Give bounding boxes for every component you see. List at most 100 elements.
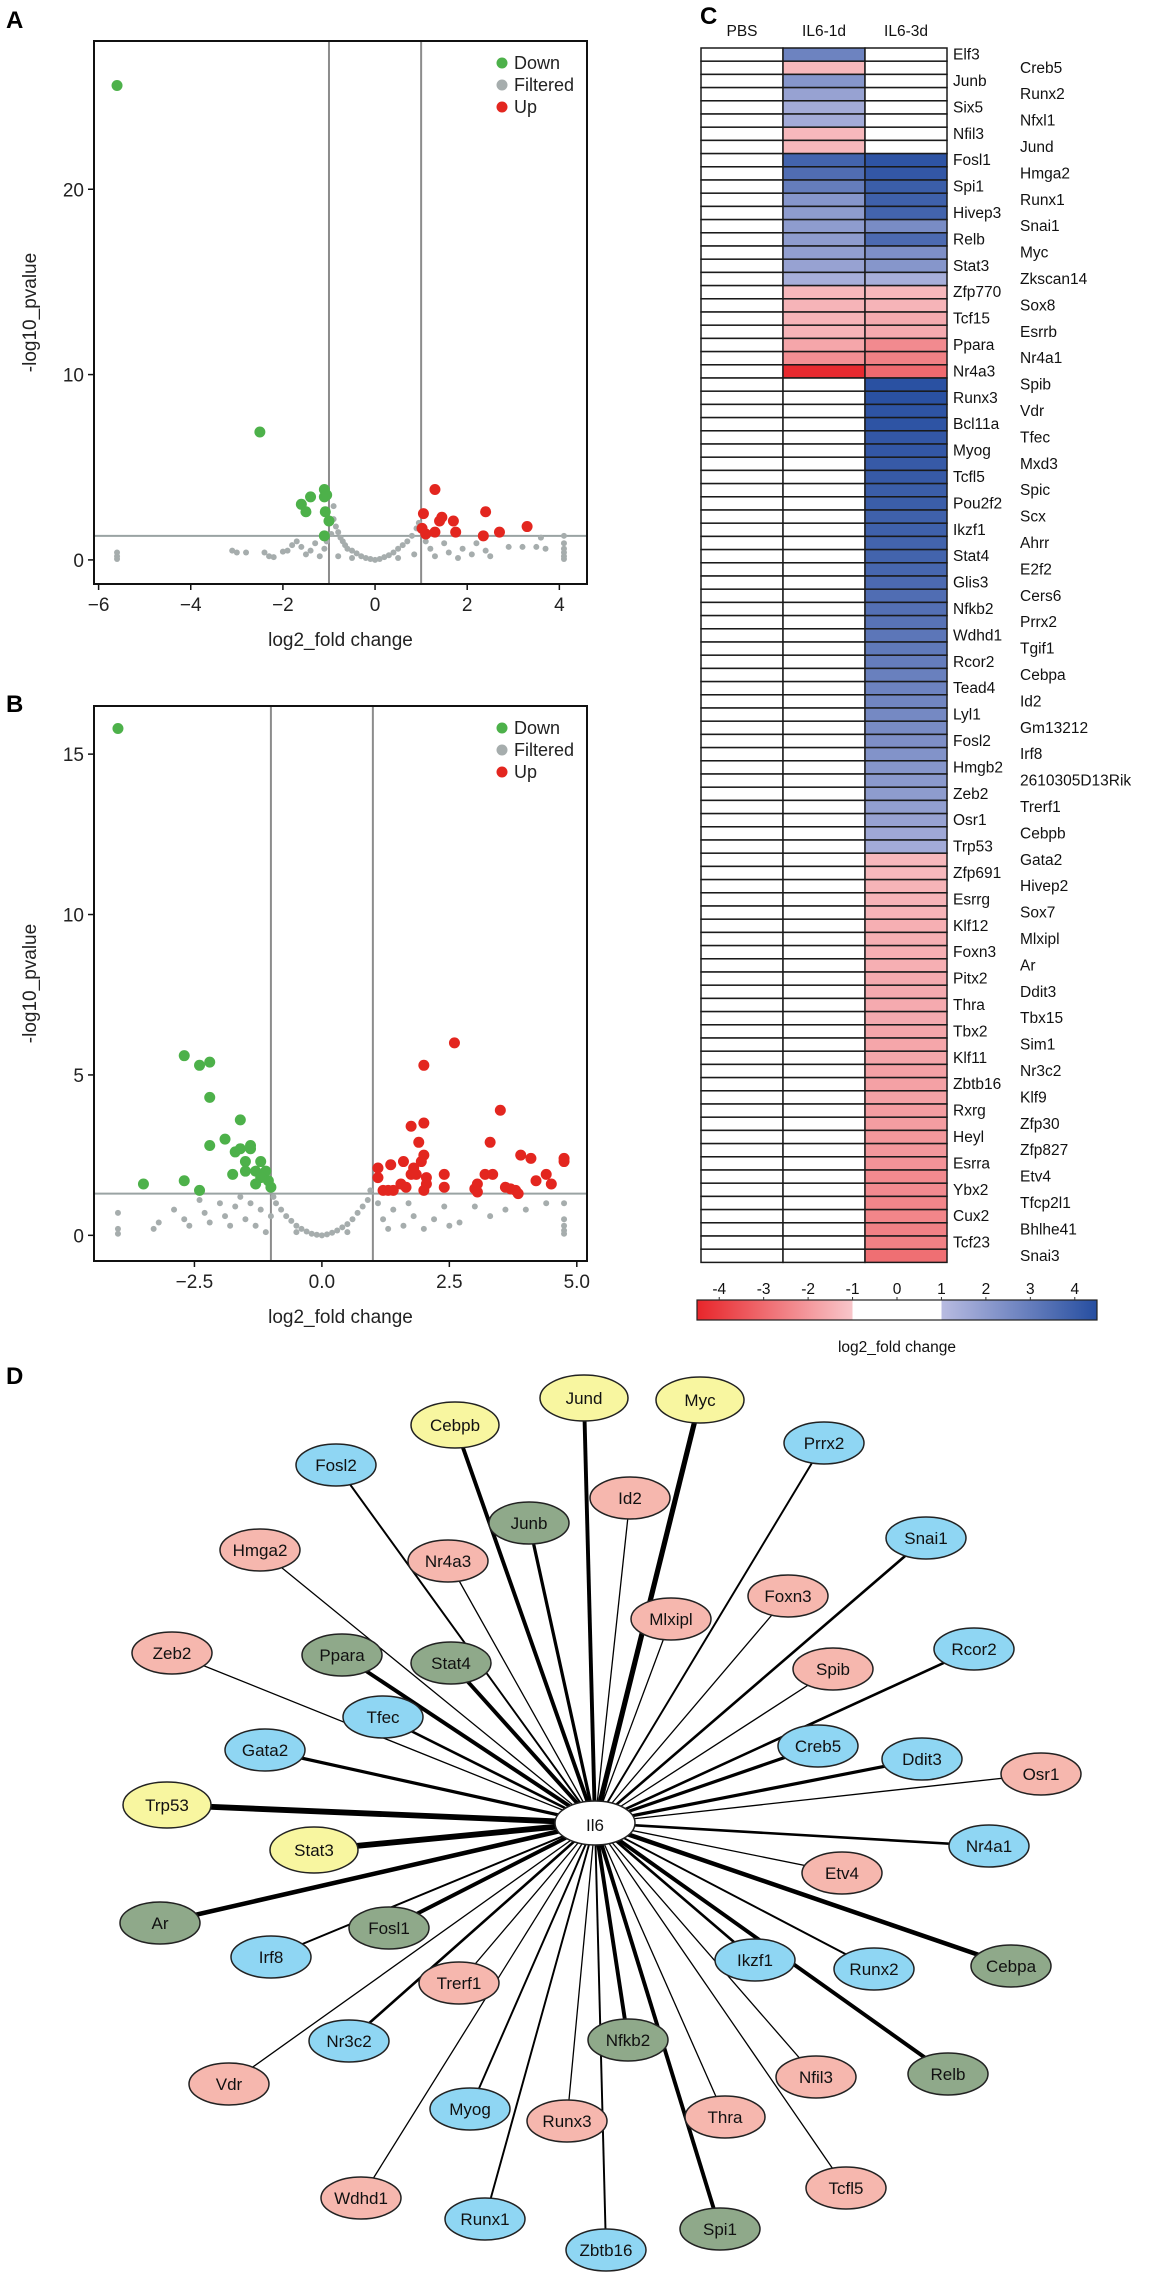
heatmap-cell: [864, 284, 948, 300]
point-up: [372, 1162, 384, 1174]
heatmap-cell: [700, 720, 784, 736]
heatmap-cell: [782, 892, 866, 907]
point-down: [250, 1178, 262, 1190]
heatmap-cell: [864, 878, 948, 894]
column-header: IL6-1d: [802, 23, 846, 40]
heatmap-cell: [782, 100, 866, 115]
heatmap-cell: [782, 86, 866, 102]
heatmap-cell: [700, 364, 784, 379]
heatmap-cell: [864, 931, 948, 947]
point-filtered: [359, 1203, 366, 1210]
node-label: Hmga2: [233, 1541, 288, 1560]
node-ellipse: [444, 2197, 526, 2241]
y-axis-label: -log10_pvalue: [20, 253, 41, 372]
point-filtered: [229, 547, 236, 554]
heatmap-cell: [700, 1103, 784, 1118]
node-label: Il6: [586, 1816, 604, 1835]
heatmap-cell: [700, 733, 784, 749]
heatmap-cell: [700, 1142, 784, 1158]
point-down: [178, 1175, 190, 1187]
heatmap-cell: [782, 1182, 866, 1198]
point-filtered: [358, 553, 365, 560]
x-axis-label: log2_fold change: [268, 630, 413, 651]
heatmap-cell: [700, 113, 784, 128]
heatmap-cell: [782, 271, 866, 287]
point-filtered: [303, 1228, 310, 1235]
point-up: [420, 528, 432, 540]
node-irf8: Irf8: [230, 1935, 312, 1979]
node-label: Nfkb2: [606, 2031, 650, 2050]
row-label: Runx1: [1020, 192, 1065, 209]
point-down: [265, 1181, 277, 1193]
node-label: Stat3: [294, 1841, 334, 1860]
heatmap-cell: [700, 456, 784, 472]
heatmap-cell: [864, 139, 948, 155]
point-filtered: [242, 1216, 249, 1223]
point-filtered: [216, 1200, 223, 1207]
heatmap-cell: [864, 905, 948, 920]
point-up: [418, 1059, 430, 1071]
heatmap-cell: [700, 430, 784, 445]
point-filtered: [283, 1213, 290, 1220]
row-label: Nr4a1: [1020, 350, 1062, 367]
colorbar-tick-label: -1: [846, 1281, 860, 1298]
edge-vdr: [228, 1822, 596, 2085]
point-up: [484, 1136, 496, 1148]
point-filtered: [533, 543, 540, 550]
point-down: [300, 506, 312, 518]
heatmap-cell: [782, 944, 866, 960]
heatmap-cell: [782, 324, 866, 340]
heatmap-cell: [864, 944, 948, 960]
heatmap-cell: [782, 350, 866, 366]
heatmap-cell: [864, 1010, 948, 1026]
heatmap-cell: [782, 179, 866, 194]
point-filtered: [252, 1222, 259, 1229]
node-ellipse: [342, 1695, 424, 1739]
node-nr4a3: Nr4a3: [407, 1539, 489, 1583]
node-spi1: Spi1: [679, 2207, 761, 2251]
heatmap-cell: [782, 614, 866, 630]
heatmap-cell: [700, 298, 784, 313]
heatmap-cell: [782, 416, 866, 432]
column-header: PBS: [726, 23, 757, 40]
heatmap-cell: [700, 509, 784, 524]
row-label: Elf3: [953, 47, 980, 64]
point-down: [234, 1143, 246, 1155]
node-nfil3: Nfil3: [775, 2055, 857, 2099]
point-filtered: [298, 1225, 305, 1232]
node-label: Spib: [816, 1660, 850, 1679]
edge-fosl1: [388, 1821, 596, 1930]
point-filtered: [288, 1217, 295, 1224]
heatmap-cell: [864, 232, 948, 247]
point-up: [521, 521, 533, 533]
point-filtered: [560, 532, 567, 539]
row-label: Lyl1: [953, 707, 981, 724]
node-label: Snai1: [904, 1529, 947, 1548]
point-filtered: [522, 1206, 529, 1213]
heatmap-cell: [864, 60, 948, 76]
heatmap-cell: [864, 522, 948, 538]
point-filtered: [313, 1231, 320, 1238]
x-tick-label: 2.5: [436, 1272, 462, 1293]
row-label: Sox8: [1020, 297, 1055, 314]
edge-wdhd1: [360, 1822, 596, 2199]
row-label: Thra: [953, 997, 985, 1014]
point-filtered: [395, 555, 402, 562]
row-label: Tfec: [1020, 429, 1050, 446]
heatmap-cell: [864, 799, 948, 815]
heatmap-cell: [700, 839, 784, 854]
point-filtered: [441, 1203, 448, 1210]
y-tick-label: 5: [73, 1066, 84, 1087]
heatmap-cell: [864, 482, 948, 498]
point-up: [415, 1156, 427, 1168]
legend-label-up: Up: [514, 762, 537, 782]
row-label: Sox7: [1020, 905, 1055, 922]
row-label: Nr3c2: [1020, 1063, 1061, 1080]
panel-label-a: A: [6, 7, 23, 34]
heatmap-cell: [700, 403, 784, 419]
heatmap-cell: [700, 628, 784, 643]
node-cebpa: Cebpa: [970, 1944, 1052, 1988]
heatmap-cell: [700, 522, 784, 538]
heatmap-cell: [700, 166, 784, 181]
heatmap-cell: [782, 192, 866, 208]
